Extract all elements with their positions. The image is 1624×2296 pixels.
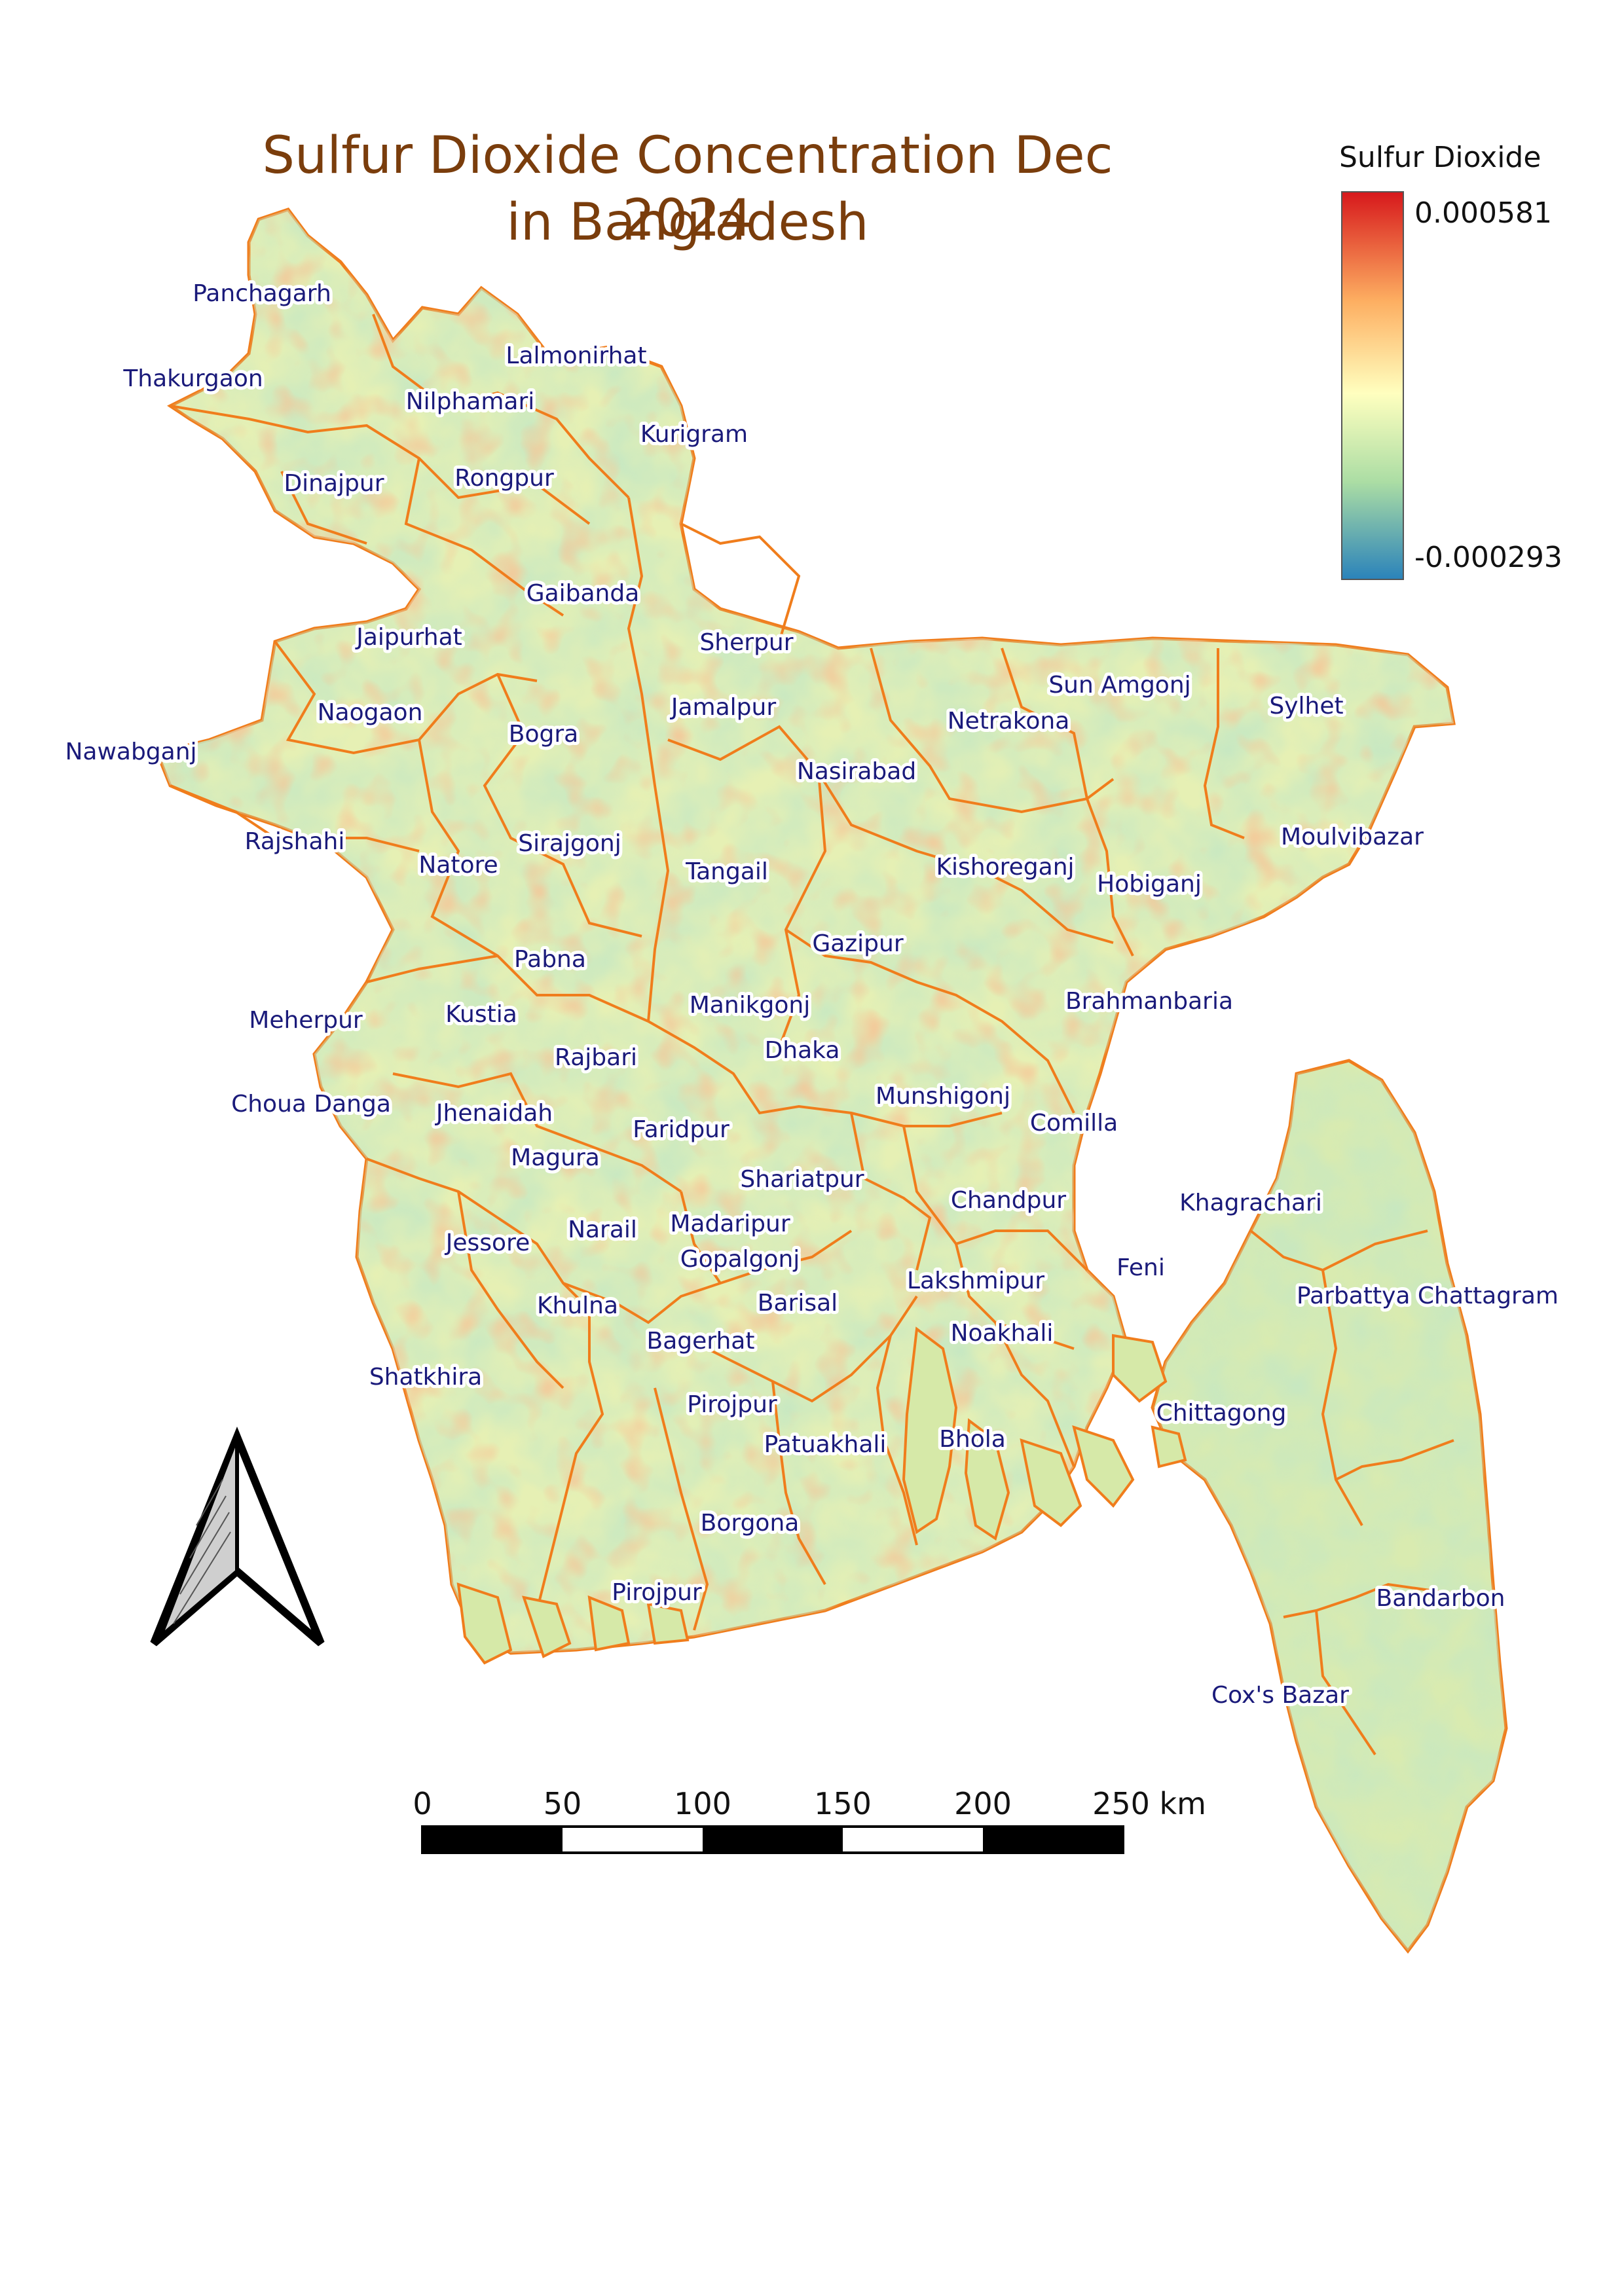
district-label: Pabna (514, 946, 586, 973)
scale-label-50: 50 (543, 1786, 582, 1821)
district-label: Gopalgonj (680, 1246, 800, 1273)
district-label: Hobiganj (1097, 871, 1202, 898)
district-label: Panchagarh (193, 280, 331, 307)
legend-color-ramp (1341, 191, 1404, 580)
district-label: Jamalpur (670, 694, 776, 721)
district-label: Magura (511, 1144, 600, 1171)
district-label: Dhaka (765, 1037, 840, 1064)
district-label: Rajbari (555, 1044, 637, 1071)
district-label: Bogra (509, 721, 578, 748)
legend-min-value: -0.000293 (1414, 541, 1562, 574)
district-label: Bhola (939, 1426, 1006, 1453)
district-label: Gazipur (812, 930, 904, 957)
district-label: Comilla (1030, 1110, 1118, 1137)
district-label: Dinajpur (284, 470, 384, 497)
district-label: Kustia (445, 1001, 517, 1028)
district-label: Borgona (701, 1510, 800, 1537)
district-label: Moulvibazar (1281, 824, 1424, 850)
district-label: Natore (418, 852, 498, 879)
district-label: Sherpur (699, 629, 793, 656)
district-label: Faridpur (633, 1116, 729, 1143)
district-label: Choua Danga (231, 1091, 391, 1118)
district-label: Nilphamari (406, 388, 535, 415)
legend-title: Sulfur Dioxide (1339, 141, 1541, 174)
district-label: Sirajgonj (518, 830, 621, 857)
district-label: Noakhali (951, 1320, 1054, 1347)
district-label: Rajshahi (245, 828, 345, 855)
district-label: Sylhet (1269, 693, 1343, 720)
district-label: Barisal (758, 1290, 838, 1317)
district-label: Chittagong (1156, 1400, 1287, 1427)
district-label: Netrakona (948, 708, 1070, 735)
district-label: Munshigonj (876, 1083, 1010, 1110)
scale-label-200: 200 (954, 1786, 1012, 1821)
scale-label-100: 100 (674, 1786, 731, 1821)
district-label: Narail (568, 1216, 637, 1243)
scale-label-150: 150 (814, 1786, 872, 1821)
district-label: Shariatpur (740, 1166, 864, 1193)
district-label: Khulna (537, 1292, 618, 1319)
district-label: Pirojpur (687, 1391, 777, 1418)
district-label: Manikgonj (690, 992, 810, 1019)
scale-label-250km: 250 km (1092, 1786, 1206, 1821)
district-label: Gaibanda (526, 580, 640, 607)
scale-label-0: 0 (413, 1786, 432, 1821)
district-label: Sun Amgonj (1048, 672, 1190, 699)
district-label: Lakshmipur (907, 1267, 1044, 1294)
coastal-islands (456, 1326, 1187, 1665)
district-label: Jhenaidah (435, 1100, 553, 1127)
district-label: Nasirabad (797, 758, 916, 785)
district-labels: Panchagarh Thakurgaon Lalmonirhat Nilphamar… (62, 277, 1562, 1712)
district-label: Bandarbon (1376, 1585, 1505, 1612)
district-label: Bagerhat (647, 1328, 755, 1355)
legend-max-value: 0.000581 (1414, 196, 1552, 230)
district-label: Feni (1116, 1254, 1165, 1281)
district-label: Nawabganj (65, 738, 196, 765)
district-label: Brahmanbaria (1065, 988, 1233, 1015)
district-label: Kurigram (640, 421, 748, 448)
district-label: Chandpur (951, 1187, 1066, 1214)
map-title-line1: Sulfur Dioxide Concentration Dec 2024 (262, 126, 1113, 248)
district-label: Naogaon (318, 699, 423, 726)
district-label: Shatkhira (369, 1364, 482, 1391)
district-label: Madaripur (670, 1211, 790, 1237)
scale-bar (421, 1825, 1124, 1854)
district-label: Khagrachari (1179, 1190, 1322, 1216)
district-label: Meherpur (249, 1007, 363, 1034)
district-label: Rongpur (454, 465, 554, 492)
district-label: Thakurgaon (122, 365, 263, 392)
district-label: Kishoreganj (936, 854, 1074, 881)
district-boundaries (170, 314, 1481, 1756)
district-label: Patuakhali (764, 1431, 887, 1458)
district-label: Tangail (685, 858, 768, 885)
district-label: Lalmonirhat (506, 342, 646, 369)
map-title-line2: in Bangladesh (506, 193, 869, 252)
north-arrow-icon (150, 1427, 325, 1647)
district-label: Parbattya Chattagram (1297, 1283, 1559, 1309)
district-label: Pirojpur (612, 1579, 702, 1606)
district-label: Jaipurhat (355, 624, 462, 651)
district-label: Jessore (445, 1230, 530, 1256)
district-label: Cox's Bazar (1211, 1682, 1349, 1709)
